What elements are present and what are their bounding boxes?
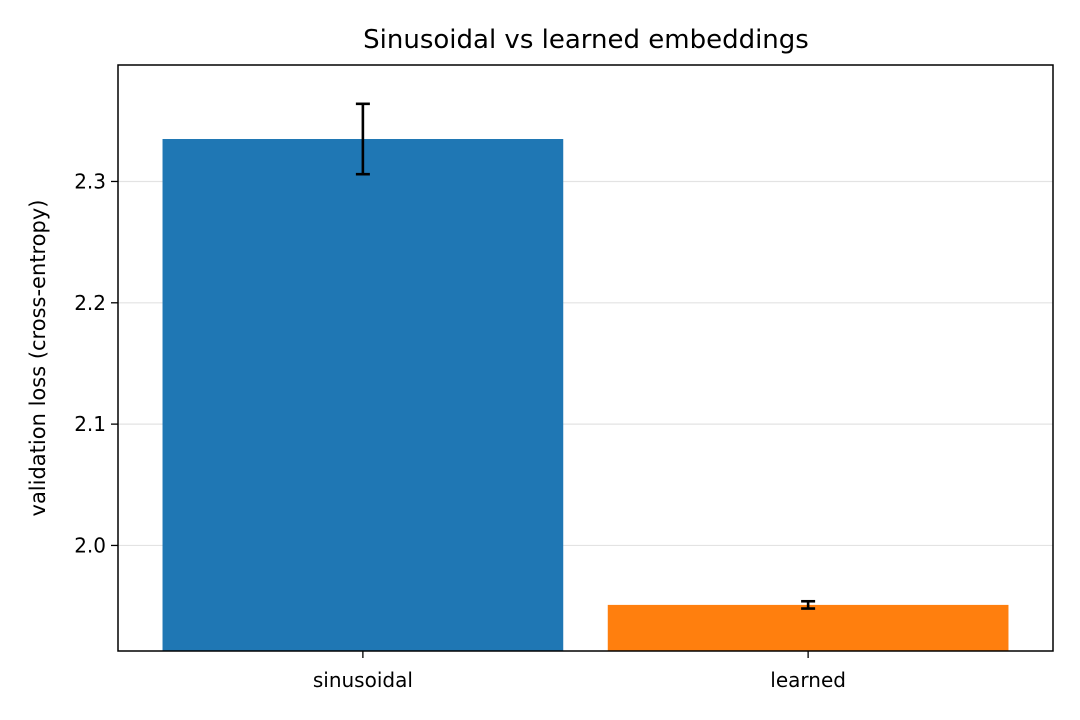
bar-learned (607, 604, 1009, 651)
y-axis-ticks: 2.0 2.1 2.2 2.3 (74, 169, 118, 557)
error-bars (355, 102, 816, 610)
x-axis-ticks: sinusoidal learned (313, 651, 846, 692)
bar-sinusoidal (162, 139, 564, 651)
x-tick-label: learned (770, 668, 846, 692)
y-tick-label: 2.1 (74, 412, 106, 436)
y-tick-label: 2.2 (74, 291, 106, 315)
y-tick-label: 2.3 (74, 169, 106, 193)
y-axis-label: validation loss (cross-entropy) (26, 200, 50, 517)
x-tick-label: sinusoidal (313, 668, 413, 692)
chart-title: Sinusoidal vs learned embeddings (363, 25, 809, 55)
error-bar-learned (801, 599, 816, 610)
error-bar-sinusoidal (355, 102, 370, 176)
bars (162, 139, 1009, 651)
y-tick-label: 2.0 (74, 533, 106, 557)
plot-frame (117, 64, 1054, 652)
